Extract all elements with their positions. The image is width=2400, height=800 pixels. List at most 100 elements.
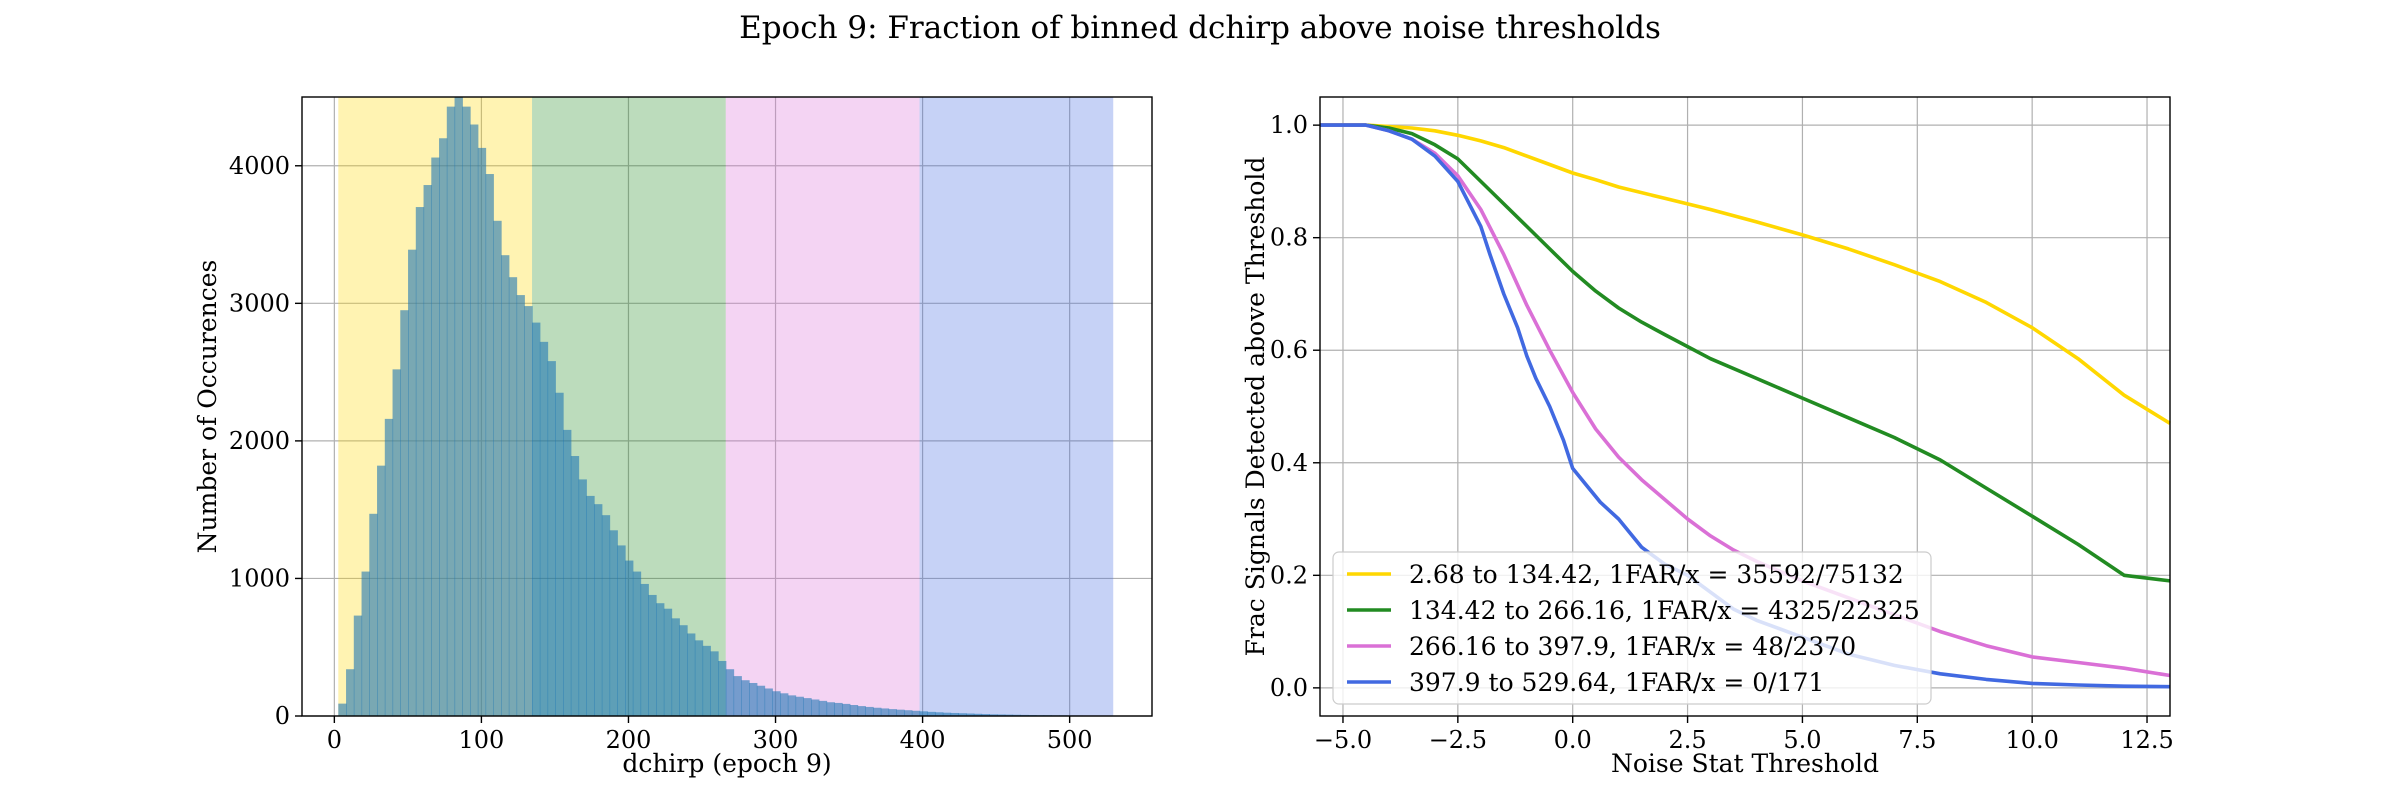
histogram-bar	[756, 685, 766, 716]
y-tick-label: 0.0	[1270, 674, 1308, 702]
histogram-bar	[462, 106, 471, 716]
histogram-bar	[795, 696, 804, 716]
histogram-bar	[508, 277, 518, 716]
histogram-bar	[524, 306, 533, 716]
histogram-bar	[384, 418, 394, 716]
histogram-bar	[415, 207, 425, 717]
line-chart-frame	[1319, 96, 2171, 717]
histogram-bar	[617, 545, 626, 716]
histogram-bar	[408, 249, 417, 717]
histogram-bar	[516, 295, 525, 716]
x-tick-label: 100	[459, 726, 505, 754]
line-chart-x-axis-label: Noise Stat Threshold	[1611, 749, 1879, 778]
histogram-bar	[687, 633, 696, 716]
histogram-bar	[501, 255, 510, 716]
histogram-bar	[803, 698, 812, 716]
histogram-bar	[888, 709, 897, 716]
histogram-bar	[911, 710, 921, 716]
x-tick-label: 0.0	[1554, 726, 1592, 754]
histogram-bar	[725, 669, 735, 716]
histogram-bar	[896, 709, 905, 716]
histogram-x-axis-label: dchirp (epoch 9)	[622, 749, 831, 778]
histogram-bar	[818, 700, 828, 716]
histogram-bar	[679, 625, 688, 716]
histogram-bar	[865, 706, 874, 716]
histogram-bar	[446, 106, 456, 716]
histogram-bar	[950, 712, 959, 716]
y-tick-label: 3000	[229, 289, 290, 317]
histogram-bar	[935, 712, 944, 716]
x-tick-label: 300	[753, 726, 799, 754]
series-line-2	[1320, 123, 2171, 678]
series-line-0	[1320, 123, 2171, 425]
y-tick-label: 4000	[229, 152, 290, 180]
histogram-bar	[904, 710, 913, 716]
histogram-bar	[702, 645, 711, 716]
histogram-bar	[570, 456, 580, 716]
y-tick-label: 0.8	[1270, 224, 1308, 252]
histogram-bar	[361, 571, 370, 716]
histogram-bar	[601, 515, 611, 716]
histogram-bar	[671, 618, 680, 716]
figure-title: Epoch 9: Fraction of binned dchirp above…	[739, 10, 1661, 46]
histogram-bar	[772, 691, 781, 716]
histogram-bar	[942, 712, 952, 716]
histogram-bar	[609, 530, 618, 716]
y-tick-label: 1.0	[1270, 111, 1308, 139]
histogram-bar	[632, 571, 642, 716]
histogram-bar	[663, 608, 673, 716]
histogram-bar	[477, 147, 487, 716]
histogram-bar	[539, 341, 549, 716]
y-tick-label: 0	[275, 702, 290, 730]
histogram-bar	[997, 714, 1006, 716]
histogram-bar	[532, 322, 541, 716]
x-tick-label: 10.0	[2005, 726, 2058, 754]
legend-entry-label: 134.42 to 266.16, 1FAR/x = 4325/22325	[1409, 596, 1920, 625]
line-chart-x-ticks: −5.0 −2.5 0.0 2.5 5.0 7.5 10.0 12.5	[1314, 716, 2174, 754]
x-tick-label: 500	[1047, 726, 1093, 754]
histogram-bar	[594, 504, 603, 716]
histogram-bar	[439, 138, 448, 716]
y-tick-label: 2000	[229, 427, 290, 455]
histogram-bar	[578, 479, 587, 716]
x-tick-label: 12.5	[2120, 726, 2173, 754]
legend-entry-label: 397.9 to 529.64, 1FAR/x = 0/171	[1409, 668, 1824, 697]
x-tick-label: 2.5	[1668, 726, 1706, 754]
line-chart-legend: 2.68 to 134.42, 1FAR/x = 35592/75132 134.…	[1332, 551, 1932, 705]
y-tick-label: 0.4	[1270, 449, 1308, 477]
histogram-y-ticks: 0 1000 2000 3000 4000	[229, 152, 302, 730]
x-tick-label: −2.5	[1429, 726, 1487, 754]
histogram-bar	[493, 220, 502, 717]
y-tick-label: 0.6	[1270, 336, 1308, 364]
histogram-bar	[718, 660, 727, 716]
histogram-bar	[353, 615, 363, 716]
histogram-bar	[749, 682, 758, 716]
histogram-x-ticks: 0 100 200 300 400 500	[327, 716, 1093, 754]
line-chart-y-axis-label: Frac Signals Detected above Threshold	[1241, 157, 1270, 657]
histogram-y-axis-label: Number of Occurences	[193, 260, 222, 554]
histogram-bar	[919, 711, 928, 716]
histogram-bar	[973, 713, 983, 716]
histogram-bar	[927, 711, 936, 716]
histogram-bar	[485, 174, 494, 716]
histogram-bar	[640, 583, 649, 716]
histogram-bar	[586, 495, 595, 716]
histogram-bar	[563, 429, 572, 716]
x-tick-label: 7.5	[1898, 726, 1936, 754]
histogram-bar	[338, 703, 347, 716]
histogram-bar	[555, 392, 564, 716]
legend-box	[1332, 551, 1932, 705]
legend-entry-label: 2.68 to 134.42, 1FAR/x = 35592/75132	[1409, 560, 1904, 589]
histogram-bar	[958, 713, 967, 716]
histogram-bar	[656, 603, 665, 716]
histogram-bar	[981, 714, 990, 716]
x-tick-label: −5.0	[1314, 726, 1372, 754]
histogram-bar	[733, 676, 742, 716]
histogram-bar	[369, 513, 378, 716]
histogram-bar	[454, 97, 463, 716]
histogram-bar	[377, 465, 386, 716]
histogram-bar	[849, 704, 859, 716]
histogram-bar	[989, 714, 998, 716]
histogram-bar	[547, 361, 556, 716]
histogram-bar	[826, 702, 835, 716]
